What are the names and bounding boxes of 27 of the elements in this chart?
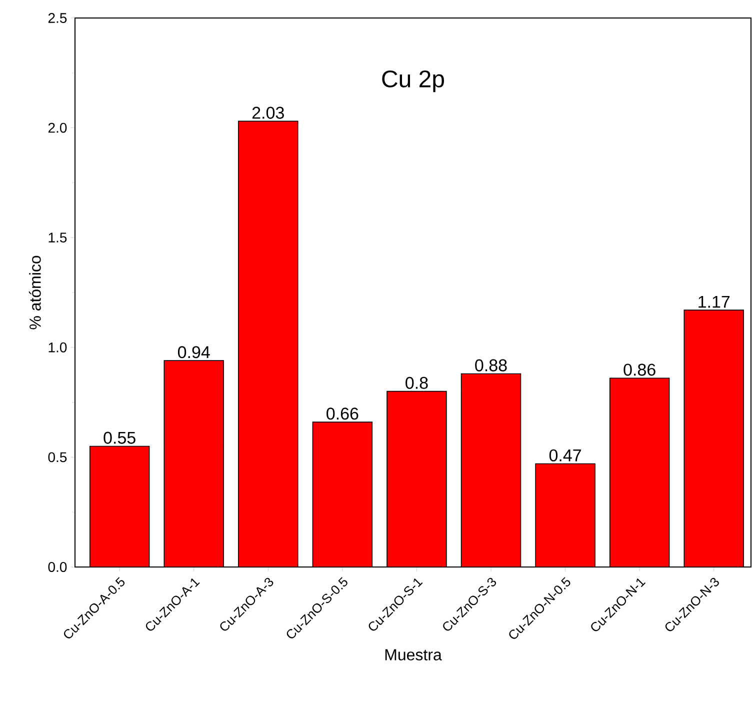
- data-label: 1.17: [698, 296, 730, 308]
- data-label: 0.86: [624, 364, 656, 376]
- y-axis-title: % atómico: [28, 256, 41, 330]
- bar: [386, 391, 446, 567]
- y-tick-label: 2.0: [48, 122, 67, 133]
- y-tick-label: 1.0: [48, 342, 67, 352]
- y-tick-label: 0.5: [48, 452, 67, 462]
- y-tick-label: 1.5: [48, 232, 67, 242]
- bar: [536, 464, 595, 567]
- bar: [461, 374, 521, 567]
- bar: [312, 422, 372, 567]
- data-label: 0.88: [475, 359, 507, 372]
- data-label: 2.03: [252, 106, 284, 119]
- bar: [610, 378, 670, 567]
- bar: [238, 121, 298, 567]
- x-axis-title: Muestra: [385, 649, 442, 660]
- data-label: 0.47: [549, 449, 581, 462]
- data-label: 0.55: [104, 432, 136, 444]
- data-label: 0.94: [178, 346, 210, 358]
- y-tick-label: 0.0: [48, 562, 67, 572]
- y-tick-label: 2.5: [48, 13, 67, 23]
- bar: [684, 310, 744, 567]
- bar: [90, 446, 150, 567]
- text: Cu 2p: [382, 70, 444, 92]
- bar: [164, 360, 224, 567]
- data-label: 0.8: [406, 376, 428, 389]
- data-label: 0.66: [326, 408, 358, 420]
